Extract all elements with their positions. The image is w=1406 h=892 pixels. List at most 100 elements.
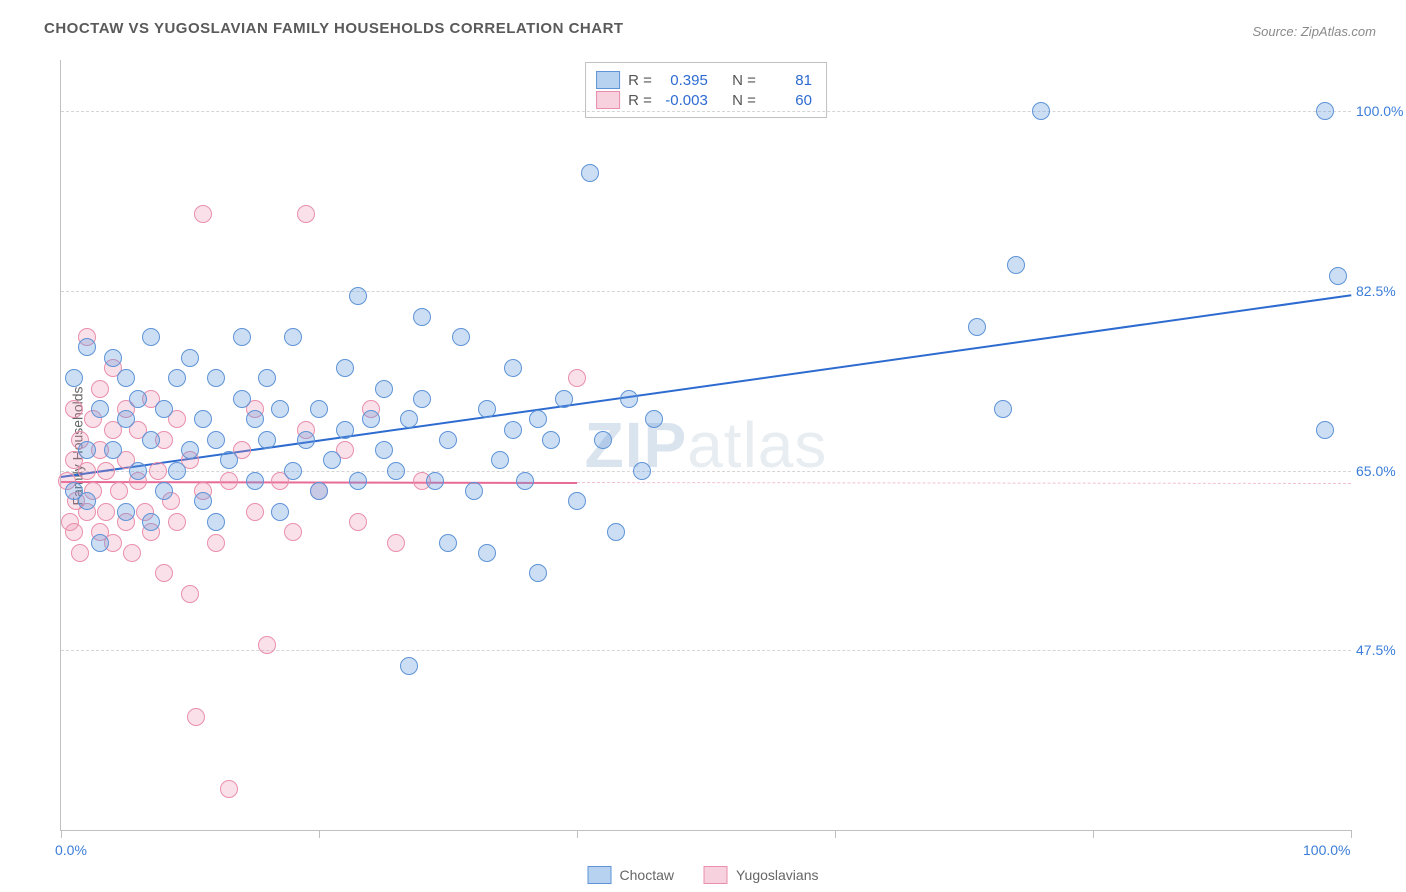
gridline: [61, 650, 1351, 651]
marker-yugoslavians: [181, 585, 199, 603]
marker-choctaw: [555, 390, 573, 408]
marker-choctaw: [968, 318, 986, 336]
marker-choctaw: [207, 369, 225, 387]
marker-choctaw: [194, 492, 212, 510]
gridline: [61, 111, 1351, 112]
marker-choctaw: [1007, 256, 1025, 274]
x-tick: [1093, 830, 1094, 838]
marker-choctaw: [529, 564, 547, 582]
marker-choctaw: [362, 410, 380, 428]
marker-choctaw: [310, 482, 328, 500]
marker-yugoslavians: [194, 205, 212, 223]
marker-choctaw: [91, 400, 109, 418]
x-tick: [835, 830, 836, 838]
marker-yugoslavians: [207, 534, 225, 552]
marker-yugoslavians: [65, 400, 83, 418]
marker-choctaw: [78, 441, 96, 459]
marker-choctaw: [1032, 102, 1050, 120]
marker-yugoslavians: [97, 503, 115, 521]
n-label: N =: [732, 92, 756, 109]
marker-yugoslavians: [246, 503, 264, 521]
marker-choctaw: [594, 431, 612, 449]
marker-yugoslavians: [65, 523, 83, 541]
marker-choctaw: [413, 308, 431, 326]
marker-choctaw: [349, 472, 367, 490]
marker-choctaw: [375, 380, 393, 398]
marker-choctaw: [323, 451, 341, 469]
marker-choctaw: [155, 400, 173, 418]
x-tick-label: 0.0%: [55, 842, 87, 858]
marker-choctaw: [478, 544, 496, 562]
marker-choctaw: [246, 410, 264, 428]
swatch-yugoslavians-icon: [704, 866, 728, 884]
marker-yugoslavians: [297, 205, 315, 223]
marker-choctaw: [258, 431, 276, 449]
marker-choctaw: [142, 513, 160, 531]
y-tick-label: 82.5%: [1356, 283, 1406, 299]
series-legend: Choctaw Yugoslavians: [588, 866, 819, 884]
swatch-choctaw-icon: [588, 866, 612, 884]
stats-row-yugoslavians: R = -0.003 N = 60: [596, 91, 812, 109]
marker-yugoslavians: [349, 513, 367, 531]
marker-choctaw: [271, 400, 289, 418]
marker-yugoslavians: [168, 513, 186, 531]
gridline: [61, 291, 1351, 292]
marker-choctaw: [258, 369, 276, 387]
marker-choctaw: [233, 390, 251, 408]
trend-line: [61, 294, 1351, 478]
marker-yugoslavians: [187, 708, 205, 726]
r-value-choctaw: 0.395: [660, 72, 708, 89]
marker-yugoslavians: [220, 780, 238, 798]
marker-choctaw: [504, 421, 522, 439]
marker-yugoslavians: [284, 523, 302, 541]
marker-choctaw: [181, 349, 199, 367]
marker-choctaw: [129, 390, 147, 408]
marker-yugoslavians: [97, 462, 115, 480]
n-value-choctaw: 81: [764, 72, 812, 89]
marker-choctaw: [400, 410, 418, 428]
marker-choctaw: [246, 472, 264, 490]
legend-item-yugoslavians: Yugoslavians: [704, 866, 819, 884]
marker-choctaw: [336, 421, 354, 439]
swatch-choctaw: [596, 71, 620, 89]
marker-choctaw: [181, 441, 199, 459]
marker-choctaw: [504, 359, 522, 377]
marker-choctaw: [568, 492, 586, 510]
marker-choctaw: [994, 400, 1012, 418]
y-tick-label: 47.5%: [1356, 642, 1406, 658]
marker-choctaw: [1316, 421, 1334, 439]
marker-choctaw: [207, 431, 225, 449]
marker-yugoslavians: [78, 462, 96, 480]
marker-choctaw: [400, 657, 418, 675]
marker-choctaw: [620, 390, 638, 408]
marker-choctaw: [91, 534, 109, 552]
marker-yugoslavians: [220, 472, 238, 490]
source-prefix: Source:: [1252, 24, 1300, 39]
x-tick: [1351, 830, 1352, 838]
marker-yugoslavians: [155, 564, 173, 582]
r-label: R =: [628, 72, 652, 89]
marker-choctaw: [465, 482, 483, 500]
n-value-yugoslavians: 60: [764, 92, 812, 109]
x-tick: [61, 830, 62, 838]
marker-choctaw: [168, 462, 186, 480]
marker-choctaw: [142, 431, 160, 449]
marker-yugoslavians: [149, 462, 167, 480]
marker-choctaw: [117, 369, 135, 387]
plot-area: ZIPatlas R = 0.395 N = 81 R = -0.003 N =…: [60, 60, 1351, 831]
marker-choctaw: [129, 462, 147, 480]
marker-choctaw: [194, 410, 212, 428]
r-label: R =: [628, 92, 652, 109]
legend-label-yugoslavians: Yugoslavians: [736, 867, 819, 883]
marker-yugoslavians: [91, 380, 109, 398]
marker-choctaw: [645, 410, 663, 428]
marker-choctaw: [310, 400, 328, 418]
stats-row-choctaw: R = 0.395 N = 81: [596, 71, 812, 89]
marker-choctaw: [220, 451, 238, 469]
marker-choctaw: [439, 431, 457, 449]
marker-choctaw: [284, 462, 302, 480]
marker-choctaw: [387, 462, 405, 480]
marker-choctaw: [1316, 102, 1334, 120]
chart-title: CHOCTAW VS YUGOSLAVIAN FAMILY HOUSEHOLDS…: [44, 20, 624, 37]
trend-line: [577, 482, 1351, 484]
